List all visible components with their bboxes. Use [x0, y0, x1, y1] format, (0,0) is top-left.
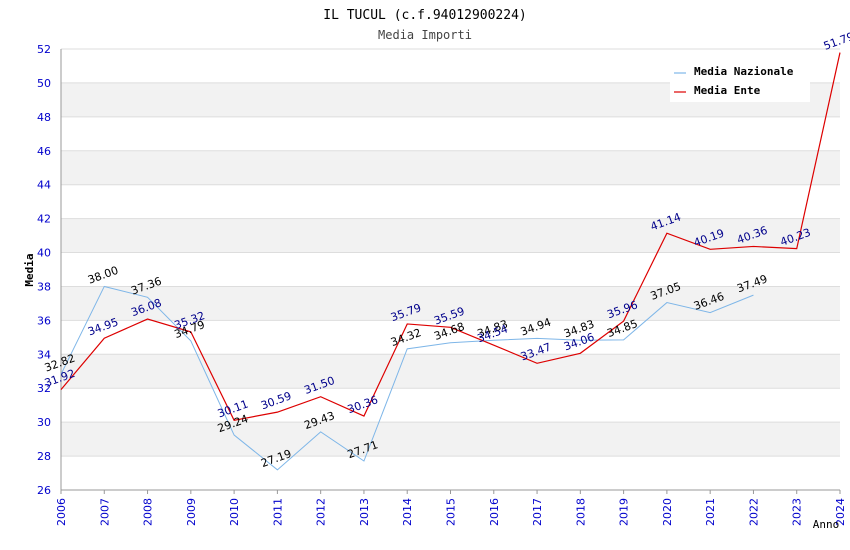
x-tick-label: 2018 [574, 498, 587, 526]
x-axis-title: Anno [813, 518, 840, 531]
x-tick-label: 2013 [358, 498, 371, 526]
x-tick-labels: 2006 2007 2008 2009 2010 2011 2012 2013 2014 2015… [55, 490, 847, 526]
data-label: 34.32 [389, 326, 423, 349]
y-tick-label: 32 [37, 382, 51, 395]
x-tick-label: 2022 [747, 498, 760, 526]
legend-label-ente: Media Ente [694, 84, 761, 97]
grid-band [61, 150, 840, 185]
y-tick-label: 38 [37, 280, 51, 293]
y-tick-labels: 26 28 30 32 34 36 38 40 42 44 46 48 50 52 [37, 43, 51, 497]
x-tick-label: 2023 [791, 498, 804, 526]
y-tick-label: 36 [37, 314, 51, 327]
x-tick-label: 2009 [185, 498, 198, 526]
series-line-nazionale [60, 285, 754, 471]
data-label: 30.36 [346, 393, 380, 416]
y-tick-label: 44 [37, 179, 51, 192]
data-label: 38.00 [86, 264, 120, 287]
x-tick-label: 2019 [618, 498, 631, 526]
y-tick-label: 48 [37, 111, 51, 124]
grid-band [61, 422, 840, 457]
y-tick-label: 26 [37, 484, 51, 497]
x-tick-label: 2011 [271, 498, 284, 526]
grid-band [61, 286, 840, 321]
y-tick-label: 30 [37, 416, 51, 429]
series-line-ente [60, 52, 841, 421]
x-tick-label: 2024 [834, 498, 847, 526]
x-tick-label: 2014 [401, 498, 414, 526]
legend: Media Nazionale Media Ente [670, 60, 810, 102]
y-tick-label: 28 [37, 450, 51, 463]
x-tick-label: 2010 [228, 498, 241, 526]
x-tick-label: 2006 [55, 498, 68, 526]
x-tick-label: 2020 [661, 498, 674, 526]
y-tick-label: 52 [37, 43, 51, 56]
legend-box [670, 60, 810, 102]
y-tick-label: 46 [37, 145, 51, 158]
chart-title: IL TUCUL (c.f.94012900224) [323, 8, 527, 23]
y-tick-label: 50 [37, 77, 51, 90]
chart-subtitle: Media Importi [378, 28, 472, 42]
y-tick-label: 42 [37, 213, 51, 226]
x-tick-label: 2007 [98, 498, 111, 526]
x-tick-label: 2021 [704, 498, 717, 526]
x-tick-label: 2008 [142, 498, 155, 526]
x-tick-label: 2012 [315, 498, 328, 526]
y-axis-title: Media [23, 253, 36, 286]
grid-band [61, 354, 840, 389]
grid-band [61, 218, 840, 253]
x-tick-label: 2015 [445, 498, 458, 526]
grid-bands [61, 82, 840, 457]
x-tick-label: 2016 [488, 498, 501, 526]
series-layer [60, 52, 841, 471]
legend-label-nazionale: Media Nazionale [694, 65, 794, 78]
y-tick-label: 40 [37, 247, 51, 260]
y-tick-label: 34 [37, 348, 51, 361]
x-tick-label: 2017 [531, 498, 544, 526]
